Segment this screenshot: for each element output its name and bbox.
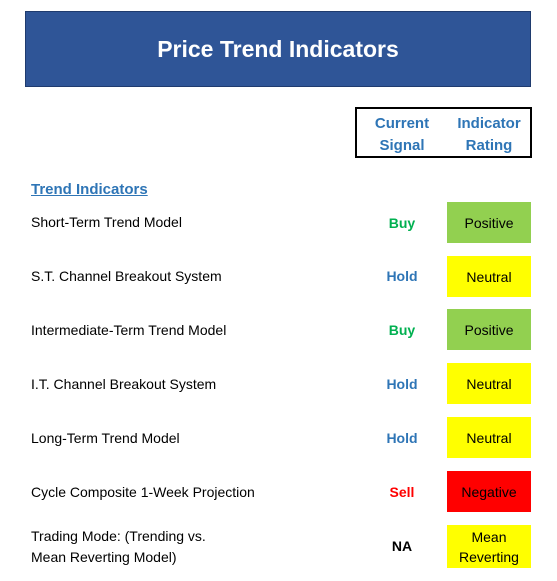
- indicator-rating-header: Indicator Rating: [444, 113, 534, 157]
- rating-value-line1: Mean: [471, 528, 507, 545]
- current-signal-header: Current Signal: [357, 113, 447, 157]
- rating-value: Neutral: [466, 375, 512, 392]
- section-heading: Trend Indicators: [31, 181, 148, 198]
- row-label: Cycle Composite 1-Week Projection: [31, 484, 255, 500]
- indicator-rating-header-line1: Indicator: [457, 115, 521, 132]
- rating-cell: Positive: [447, 202, 531, 243]
- rating-cell: Mean Reverting: [447, 525, 531, 568]
- row-label-line2: Mean Reverting Model): [31, 549, 177, 565]
- signal-value: Hold: [386, 376, 418, 392]
- row-label: S.T. Channel Breakout System: [31, 268, 222, 284]
- rating-value: Negative: [461, 483, 517, 500]
- signal-value: Hold: [386, 430, 418, 446]
- rating-value-line2: Reverting: [459, 548, 519, 565]
- rating-cell: Neutral: [447, 417, 531, 458]
- rating-value: Positive: [464, 214, 514, 231]
- rating-value: Neutral: [466, 268, 512, 285]
- rating-value: Neutral: [466, 429, 512, 446]
- title-banner: Price Trend Indicators: [25, 11, 531, 87]
- row-label: Intermediate-Term Trend Model: [31, 322, 227, 338]
- row-label: Trading Mode: (Trending vs. Mean Reverti…: [31, 526, 206, 568]
- row-label: Long-Term Trend Model: [31, 430, 180, 446]
- rating-cell: Negative: [447, 471, 531, 512]
- current-signal-header-line1: Current: [374, 115, 430, 132]
- column-header-box: [355, 107, 532, 158]
- signal-value: Sell: [389, 484, 415, 500]
- rating-cell: Positive: [447, 309, 531, 350]
- row-label: I.T. Channel Breakout System: [31, 376, 217, 392]
- signal-value: NA: [391, 538, 413, 554]
- current-signal-header-line2: Signal: [379, 137, 425, 154]
- row-label: Short-Term Trend Model: [31, 214, 182, 230]
- rating-value: Positive: [464, 321, 514, 338]
- row-label-line1: Trading Mode: (Trending vs.: [31, 528, 206, 544]
- page-title: Price Trend Indicators: [157, 35, 399, 62]
- rating-cell: Neutral: [447, 256, 531, 297]
- rating-cell: Neutral: [447, 363, 531, 404]
- indicator-rating-header-line2: Rating: [465, 137, 513, 154]
- signal-value: Buy: [388, 215, 416, 231]
- signal-value: Hold: [386, 268, 418, 284]
- signal-value: Buy: [388, 322, 416, 338]
